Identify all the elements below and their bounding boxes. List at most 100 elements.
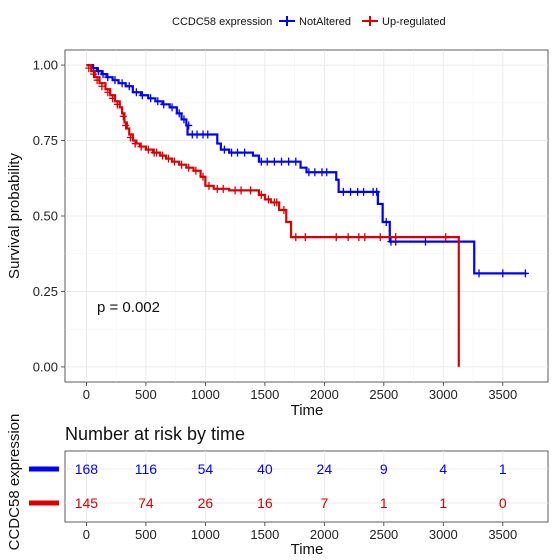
risk-count: 54: [198, 461, 214, 477]
censor-mark-up-regulated: [165, 154, 172, 163]
censor-mark-notaltered: [285, 157, 293, 166]
censor-mark-notaltered: [311, 168, 319, 177]
censor-mark-notaltered: [475, 269, 483, 278]
censor-mark-notaltered: [147, 94, 155, 103]
censor-mark-up-regulated: [301, 233, 309, 242]
censor-mark-up-regulated: [292, 233, 300, 242]
risk-grid-lines: [65, 451, 548, 522]
censor-mark-notaltered: [521, 269, 529, 278]
censor-mark-notaltered: [175, 109, 183, 118]
risk-count: 26: [198, 495, 214, 511]
censor-mark-notaltered: [234, 148, 241, 157]
censor-mark-up-regulated: [93, 76, 101, 85]
y-tick-label: 0.50: [33, 209, 58, 224]
censor-mark-notaltered: [241, 148, 249, 157]
series-layer: [85, 63, 529, 367]
censor-mark-up-regulated: [376, 233, 384, 242]
censor-mark-up-regulated: [280, 205, 288, 214]
risk-count: 7: [320, 495, 328, 511]
risk-x-axis-ticks: 0 500 1000 1500 2000 2500 3000 3500: [83, 522, 517, 542]
censor-mark-notaltered: [339, 187, 347, 196]
series-line-up-regulated: [86, 63, 460, 367]
censor-mark-up-regulated: [119, 112, 127, 121]
censor-mark-notaltered: [99, 70, 107, 79]
censor-mark-up-regulated: [231, 186, 239, 195]
risk-count: 4: [439, 461, 447, 477]
x-tick-label: 1000: [191, 387, 220, 402]
censor-mark-up-regulated: [213, 184, 221, 193]
censor-mark-up-regulated: [153, 148, 161, 157]
risk-x-tick-label: 2000: [310, 527, 339, 542]
censor-mark-up-regulated: [247, 186, 255, 195]
risk-count: 1: [499, 461, 507, 477]
y-tick-label: 0.75: [33, 133, 58, 148]
censor-mark-notaltered: [180, 115, 188, 124]
censor-mark-notaltered: [305, 168, 313, 177]
y-tick-label: 1.00: [33, 58, 58, 73]
x-tick-label: 3500: [488, 387, 517, 402]
x-tick-label: 2000: [310, 387, 339, 402]
y-tick-label: 0.00: [33, 359, 58, 374]
censor-mark-notaltered: [160, 100, 168, 109]
censor-mark-notaltered: [220, 145, 228, 154]
censor-mark-up-regulated: [392, 233, 400, 242]
censor-mark-notaltered: [347, 187, 355, 196]
y-axis-ticks: 0.00 0.25 0.50 0.75 1.00: [33, 58, 65, 374]
censor-mark-notaltered: [278, 157, 286, 166]
censor-mark-notaltered: [292, 157, 300, 166]
legend-label-up-regulated: Up-regulated: [382, 16, 446, 28]
censor-mark-notaltered: [154, 97, 162, 106]
censor-mark-notaltered: [168, 103, 176, 112]
censor-mark-up-regulated: [205, 181, 213, 190]
censor-mark-up-regulated: [185, 163, 193, 172]
risk-count: 116: [135, 461, 158, 477]
censor-mark-notaltered: [193, 130, 201, 139]
risk-count: 168: [75, 461, 99, 477]
censor-mark-notaltered: [421, 237, 429, 246]
y-axis-title: Survival probability: [6, 153, 23, 279]
censor-mark-notaltered: [228, 148, 236, 157]
legend: CCDC58 expression NotAltered Up-regulated: [172, 16, 446, 28]
x-tick-label: 500: [135, 387, 157, 402]
censor-mark-up-regulated: [273, 198, 281, 207]
risk-count: 24: [317, 461, 333, 477]
censor-mark-up-regulated: [98, 82, 106, 91]
x-axis-title: Time: [291, 402, 324, 419]
p-value-annotation: p = 0.002: [97, 299, 160, 316]
legend-key-notaltered: [279, 16, 295, 26]
censor-mark-up-regulated: [442, 233, 450, 242]
risk-x-axis-title: Time: [291, 541, 324, 558]
censor-mark-up-regulated: [137, 142, 145, 151]
censor-mark-up-regulated: [90, 70, 98, 79]
censor-mark-up-regulated: [219, 184, 227, 193]
risk-count: 1: [439, 495, 447, 511]
censor-mark-up-regulated: [257, 190, 265, 199]
risk-x-tick-label: 3000: [429, 527, 458, 542]
censor-mark-notaltered: [270, 157, 278, 166]
risk-y-axis-title: CCDC58 expression: [6, 414, 23, 551]
x-tick-label: 0: [83, 387, 90, 402]
censor-mark-notaltered: [132, 88, 140, 97]
censor-mark-up-regulated: [122, 121, 130, 130]
censor-mark-up-regulated: [264, 195, 272, 204]
x-tick-label: 2500: [369, 387, 398, 402]
censor-mark-up-regulated: [104, 88, 112, 97]
risk-rows: 168 116 54 40 24 9 4 1 145 74 26 16 7 1 1 0: [75, 461, 507, 511]
censor-mark-notaltered: [185, 121, 193, 130]
censor-mark-notaltered: [257, 157, 265, 166]
y-tick-label: 0.25: [33, 284, 58, 299]
censor-mark-notaltered: [125, 82, 133, 91]
censor-mark-notaltered: [94, 67, 102, 76]
legend-label-notaltered: NotAltered: [299, 16, 351, 28]
risk-count: 16: [257, 495, 273, 511]
censor-mark-notaltered: [111, 76, 119, 85]
censor-mark-up-regulated: [199, 172, 207, 181]
censor-mark-up-regulated: [361, 233, 369, 242]
risk-table-panel-border: [64, 450, 549, 523]
censor-mark-up-regulated: [113, 100, 121, 109]
censor-mark-notaltered: [263, 157, 271, 166]
censor-mark-up-regulated: [355, 233, 363, 242]
risk-count: 145: [75, 495, 99, 511]
censor-mark-notaltered: [373, 187, 381, 196]
censor-mark-up-regulated: [85, 64, 93, 73]
